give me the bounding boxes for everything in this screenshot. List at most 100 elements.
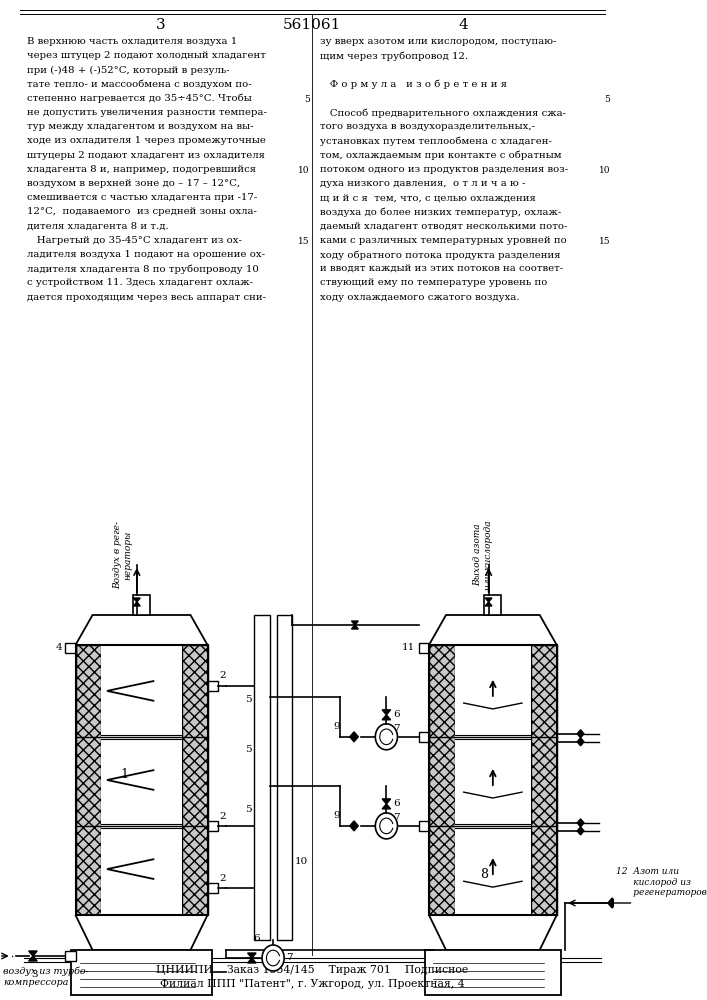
Bar xyxy=(208,883,218,893)
Text: 15: 15 xyxy=(298,237,310,246)
Text: 15: 15 xyxy=(599,237,610,246)
Text: Филиал ППП "Патент", г. Ужгород, ул. Проектная, 4: Филиал ППП "Патент", г. Ужгород, ул. Про… xyxy=(160,979,464,989)
Bar xyxy=(419,732,429,742)
Circle shape xyxy=(375,724,397,750)
Text: того воздуха в воздухоразделительных,-: того воздуха в воздухоразделительных,- xyxy=(320,122,535,131)
Polygon shape xyxy=(382,799,391,804)
Polygon shape xyxy=(351,621,358,625)
Text: и вводят каждый из этих потоков на соответ-: и вводят каждый из этих потоков на соотв… xyxy=(320,264,563,273)
Text: не допустить увеличения разности темпера-: не допустить увеличения разности темпера… xyxy=(27,108,267,117)
Text: В верхнюю часть охладителя воздуха 1: В верхнюю часть охладителя воздуха 1 xyxy=(27,37,238,46)
Text: 561061: 561061 xyxy=(283,18,341,32)
Text: даемый хладагент отводят несколькими пото-: даемый хладагент отводят несколькими пот… xyxy=(320,222,567,231)
Text: духа низкого давления,  о т л и ч а ю -: духа низкого давления, о т л и ч а ю - xyxy=(320,179,525,188)
Text: ходу охлаждаемого сжатого воздуха.: ходу охлаждаемого сжатого воздуха. xyxy=(320,293,520,302)
Text: 10: 10 xyxy=(298,166,310,175)
Text: 5: 5 xyxy=(245,746,252,754)
Bar xyxy=(76,645,208,915)
Text: 5: 5 xyxy=(604,95,610,104)
Bar xyxy=(425,950,561,995)
Text: 7: 7 xyxy=(393,813,400,822)
Text: ходе из охладителя 1 через промежуточные: ходе из охладителя 1 через промежуточные xyxy=(27,136,266,145)
Polygon shape xyxy=(577,827,584,835)
Bar xyxy=(65,643,76,653)
Bar xyxy=(419,821,429,831)
Text: 3: 3 xyxy=(31,970,38,979)
Polygon shape xyxy=(247,958,256,963)
Text: Способ предварительного охлаждения сжа-: Способ предварительного охлаждения сжа- xyxy=(320,108,566,117)
Circle shape xyxy=(262,945,284,971)
Text: при (-)48 + (-)52°С, который в резуль-: при (-)48 + (-)52°С, который в резуль- xyxy=(27,65,230,75)
Polygon shape xyxy=(485,598,492,602)
Bar xyxy=(182,645,208,915)
Bar xyxy=(276,615,292,940)
Text: 2: 2 xyxy=(219,812,226,821)
Polygon shape xyxy=(429,915,556,950)
Polygon shape xyxy=(351,625,358,629)
Text: Нагретый до 35-45°С хладагент из ох-: Нагретый до 35-45°С хладагент из ох- xyxy=(27,236,242,245)
Text: смешивается с частью хладагента при -17-: смешивается с частью хладагента при -17- xyxy=(27,193,257,202)
Polygon shape xyxy=(485,602,492,606)
Text: дителя хладагента 8 и т.д.: дителя хладагента 8 и т.д. xyxy=(27,222,169,231)
Polygon shape xyxy=(429,615,556,645)
Text: 3: 3 xyxy=(156,18,165,32)
Polygon shape xyxy=(247,953,256,958)
Text: дается проходящим через весь аппарат сни-: дается проходящим через весь аппарат сни… xyxy=(27,293,266,302)
Text: 9: 9 xyxy=(333,811,339,820)
Text: установках путем теплообмена с хладаген-: установках путем теплообмена с хладаген- xyxy=(320,136,552,146)
Text: 6: 6 xyxy=(393,710,400,719)
Text: 6: 6 xyxy=(253,934,259,943)
Text: ходу обратного потока продукта разделения: ходу обратного потока продукта разделени… xyxy=(320,250,561,259)
Polygon shape xyxy=(134,602,140,606)
Bar xyxy=(455,645,531,915)
Text: воздух из турбо-
компрессора: воздух из турбо- компрессора xyxy=(3,967,89,987)
Text: ЦНИИПИ    Заказ 1554/145    Тираж 701    Подписное: ЦНИИПИ Заказ 1554/145 Тираж 701 Подписно… xyxy=(156,965,469,975)
Text: 6: 6 xyxy=(393,799,400,808)
Bar xyxy=(208,821,218,831)
Bar xyxy=(429,645,556,915)
Text: 10: 10 xyxy=(599,166,610,175)
Bar xyxy=(208,680,218,690)
Text: тате тепло- и массообмена с воздухом по-: тате тепло- и массообмена с воздухом по- xyxy=(27,80,252,89)
Text: ками с различных температурных уровней по: ками с различных температурных уровней п… xyxy=(320,236,567,245)
Text: Ф о р м у л а   и з о б р е т е н и я: Ф о р м у л а и з о б р е т е н и я xyxy=(320,80,507,89)
Polygon shape xyxy=(382,804,391,809)
Text: 8: 8 xyxy=(480,868,489,881)
Text: 10: 10 xyxy=(296,856,308,865)
Text: 4: 4 xyxy=(458,18,468,32)
Bar xyxy=(71,950,212,995)
Text: 5: 5 xyxy=(304,95,310,104)
Text: ладителя воздуха 1 подают на орошение ох-: ладителя воздуха 1 подают на орошение ох… xyxy=(27,250,265,259)
Polygon shape xyxy=(577,730,584,738)
Text: 11: 11 xyxy=(402,643,415,652)
Polygon shape xyxy=(608,898,617,908)
Text: 12  Азот или
      кислород из
      регенераторов: 12 Азот или кислород из регенераторов xyxy=(617,867,707,897)
Text: хладагента 8 и, например, подогревшийся: хладагента 8 и, например, подогревшийся xyxy=(27,165,256,174)
Text: щим через трубопровод 12.: щим через трубопровод 12. xyxy=(320,51,468,61)
Text: щ и й с я  тем, что, с целью охлаждения: щ и й с я тем, что, с целью охлаждения xyxy=(320,193,536,202)
Bar xyxy=(255,615,269,940)
Text: 1: 1 xyxy=(120,768,129,782)
Polygon shape xyxy=(29,956,37,961)
Polygon shape xyxy=(382,715,391,720)
Text: 5: 5 xyxy=(245,696,252,704)
Text: ладителя хладагента 8 по трубопроводу 10: ладителя хладагента 8 по трубопроводу 10 xyxy=(27,264,259,274)
Polygon shape xyxy=(382,710,391,715)
Bar xyxy=(101,645,182,915)
Polygon shape xyxy=(134,598,140,602)
Text: с устройством 11. Здесь хладагент охлаж-: с устройством 11. Здесь хладагент охлаж- xyxy=(27,278,253,287)
Text: степенно нагревается до 35÷45°С. Чтобы: степенно нагревается до 35÷45°С. Чтобы xyxy=(27,94,252,103)
Text: через штуцер 2 подают холодный хладагент: через штуцер 2 подают холодный хладагент xyxy=(27,51,266,60)
Bar xyxy=(133,595,150,615)
Text: тур между хладагентом и воздухом на вы-: тур между хладагентом и воздухом на вы- xyxy=(27,122,253,131)
Bar xyxy=(65,951,76,961)
Polygon shape xyxy=(76,915,208,950)
Bar xyxy=(484,595,501,615)
Polygon shape xyxy=(577,738,584,746)
Bar xyxy=(429,645,455,915)
Circle shape xyxy=(375,813,397,839)
Text: Выход азота
или кислорода: Выход азота или кислорода xyxy=(474,520,493,590)
Text: том, охлаждаемым при контакте с обратным: том, охлаждаемым при контакте с обратным xyxy=(320,151,561,160)
Text: 2: 2 xyxy=(219,874,226,883)
Polygon shape xyxy=(76,615,208,645)
